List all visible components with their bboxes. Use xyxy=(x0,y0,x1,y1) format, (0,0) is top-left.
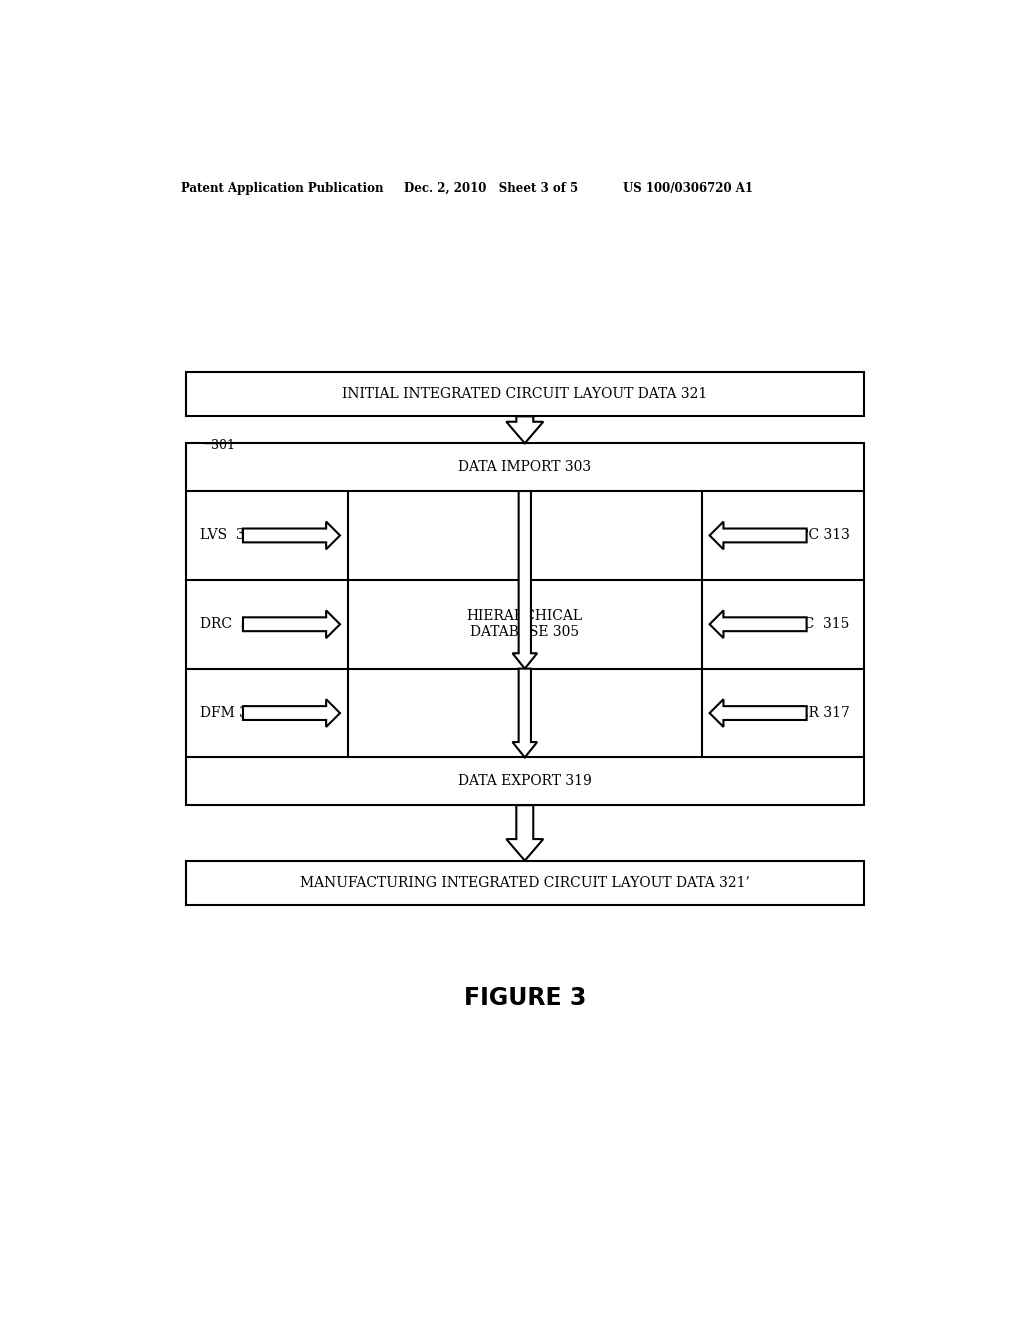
Text: HIERARCHICAL
DATABASE 305: HIERARCHICAL DATABASE 305 xyxy=(467,609,583,639)
Text: US 100/0306720 A1: US 100/0306720 A1 xyxy=(624,182,754,194)
Text: DFM 311: DFM 311 xyxy=(200,706,265,719)
Text: FIGURE 3: FIGURE 3 xyxy=(464,986,586,1010)
Bar xyxy=(186,444,863,805)
Text: OPC 313: OPC 313 xyxy=(787,528,850,543)
Polygon shape xyxy=(243,700,340,727)
Bar xyxy=(186,861,863,906)
Text: Patent Application Publication: Patent Application Publication xyxy=(180,182,383,194)
Polygon shape xyxy=(512,491,538,669)
Text: INITIAL INTEGRATED CIRCUIT LAYOUT DATA 321: INITIAL INTEGRATED CIRCUIT LAYOUT DATA 3… xyxy=(342,387,708,401)
Text: 301: 301 xyxy=(211,440,236,453)
Text: DATA IMPORT 303: DATA IMPORT 303 xyxy=(458,461,592,474)
Polygon shape xyxy=(506,805,544,861)
Polygon shape xyxy=(512,669,538,758)
Polygon shape xyxy=(710,610,807,638)
Text: OTHER 317: OTHER 317 xyxy=(766,706,850,719)
Text: DATA EXPORT 319: DATA EXPORT 319 xyxy=(458,775,592,788)
Text: MANUFACTURING INTEGRATED CIRCUIT LAYOUT DATA 321’: MANUFACTURING INTEGRATED CIRCUIT LAYOUT … xyxy=(300,876,750,890)
Polygon shape xyxy=(710,521,807,549)
Polygon shape xyxy=(243,610,340,638)
Bar xyxy=(186,372,863,416)
Text: LVS  307: LVS 307 xyxy=(200,528,262,543)
Text: Dec. 2, 2010   Sheet 3 of 5: Dec. 2, 2010 Sheet 3 of 5 xyxy=(403,182,578,194)
Polygon shape xyxy=(506,416,544,444)
Text: DRC  309: DRC 309 xyxy=(200,618,267,631)
Polygon shape xyxy=(243,521,340,549)
Polygon shape xyxy=(710,700,807,727)
Text: ORC  315: ORC 315 xyxy=(782,618,850,631)
